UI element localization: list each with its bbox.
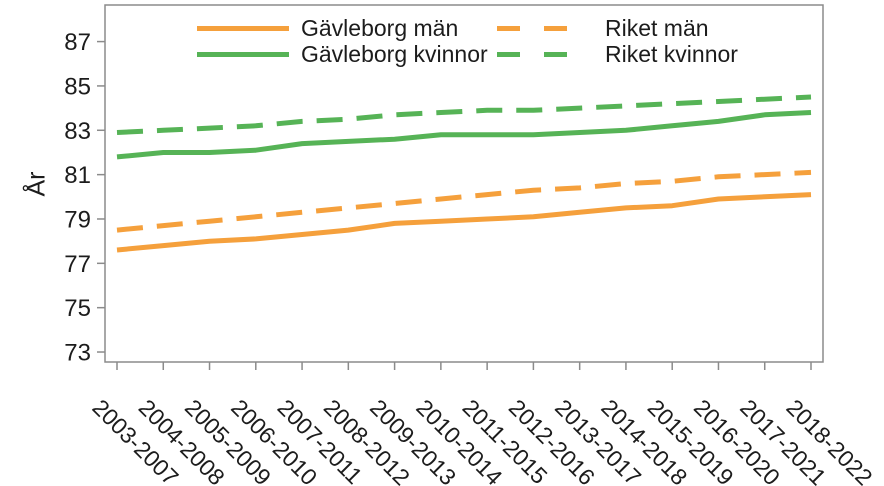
y-tick-label: 73	[64, 340, 91, 367]
legend-item-riket-man: Riket män	[497, 15, 709, 41]
legend-label: Gävleborg kvinnor	[301, 40, 488, 67]
legend-item-riket-kvinnor: Riket kvinnor	[497, 41, 738, 67]
y-tick-label: 75	[64, 295, 91, 322]
legend: Gävleborg män Gävleborg kvinnor Riket mä…	[0, 0, 884, 70]
y-tick-label: 81	[64, 162, 91, 189]
legend-swatch-green-dashed-line	[497, 51, 567, 57]
series-line-riket-man	[116, 169, 812, 233]
legend-swatch-orange-dashed-line	[497, 25, 567, 31]
legend-label: Riket män	[605, 14, 709, 41]
y-tick-label: 87	[64, 29, 91, 56]
y-tick-label: 79	[64, 206, 91, 233]
legend-label: Riket kvinnor	[605, 40, 738, 67]
legend-swatch-green-solid-line	[197, 51, 289, 57]
plot-border	[104, 4, 824, 363]
legend-swatch-orange-solid-line	[197, 25, 289, 31]
legend-label: Gävleborg män	[301, 14, 459, 41]
y-tick-label: 85	[64, 73, 91, 100]
y-tick-label: 77	[64, 251, 91, 278]
y-axis-title: År	[22, 171, 51, 197]
series-line-riket-kvinnor	[116, 94, 812, 135]
legend-item-gavleborg-kvinnor: Gävleborg kvinnor	[197, 41, 488, 67]
legend-item-gavleborg-man: Gävleborg män	[197, 15, 458, 41]
series-line-gavleborg-kvinnor	[116, 110, 812, 160]
series-line-gavleborg-man	[116, 192, 812, 253]
y-tick-label: 83	[64, 118, 91, 145]
